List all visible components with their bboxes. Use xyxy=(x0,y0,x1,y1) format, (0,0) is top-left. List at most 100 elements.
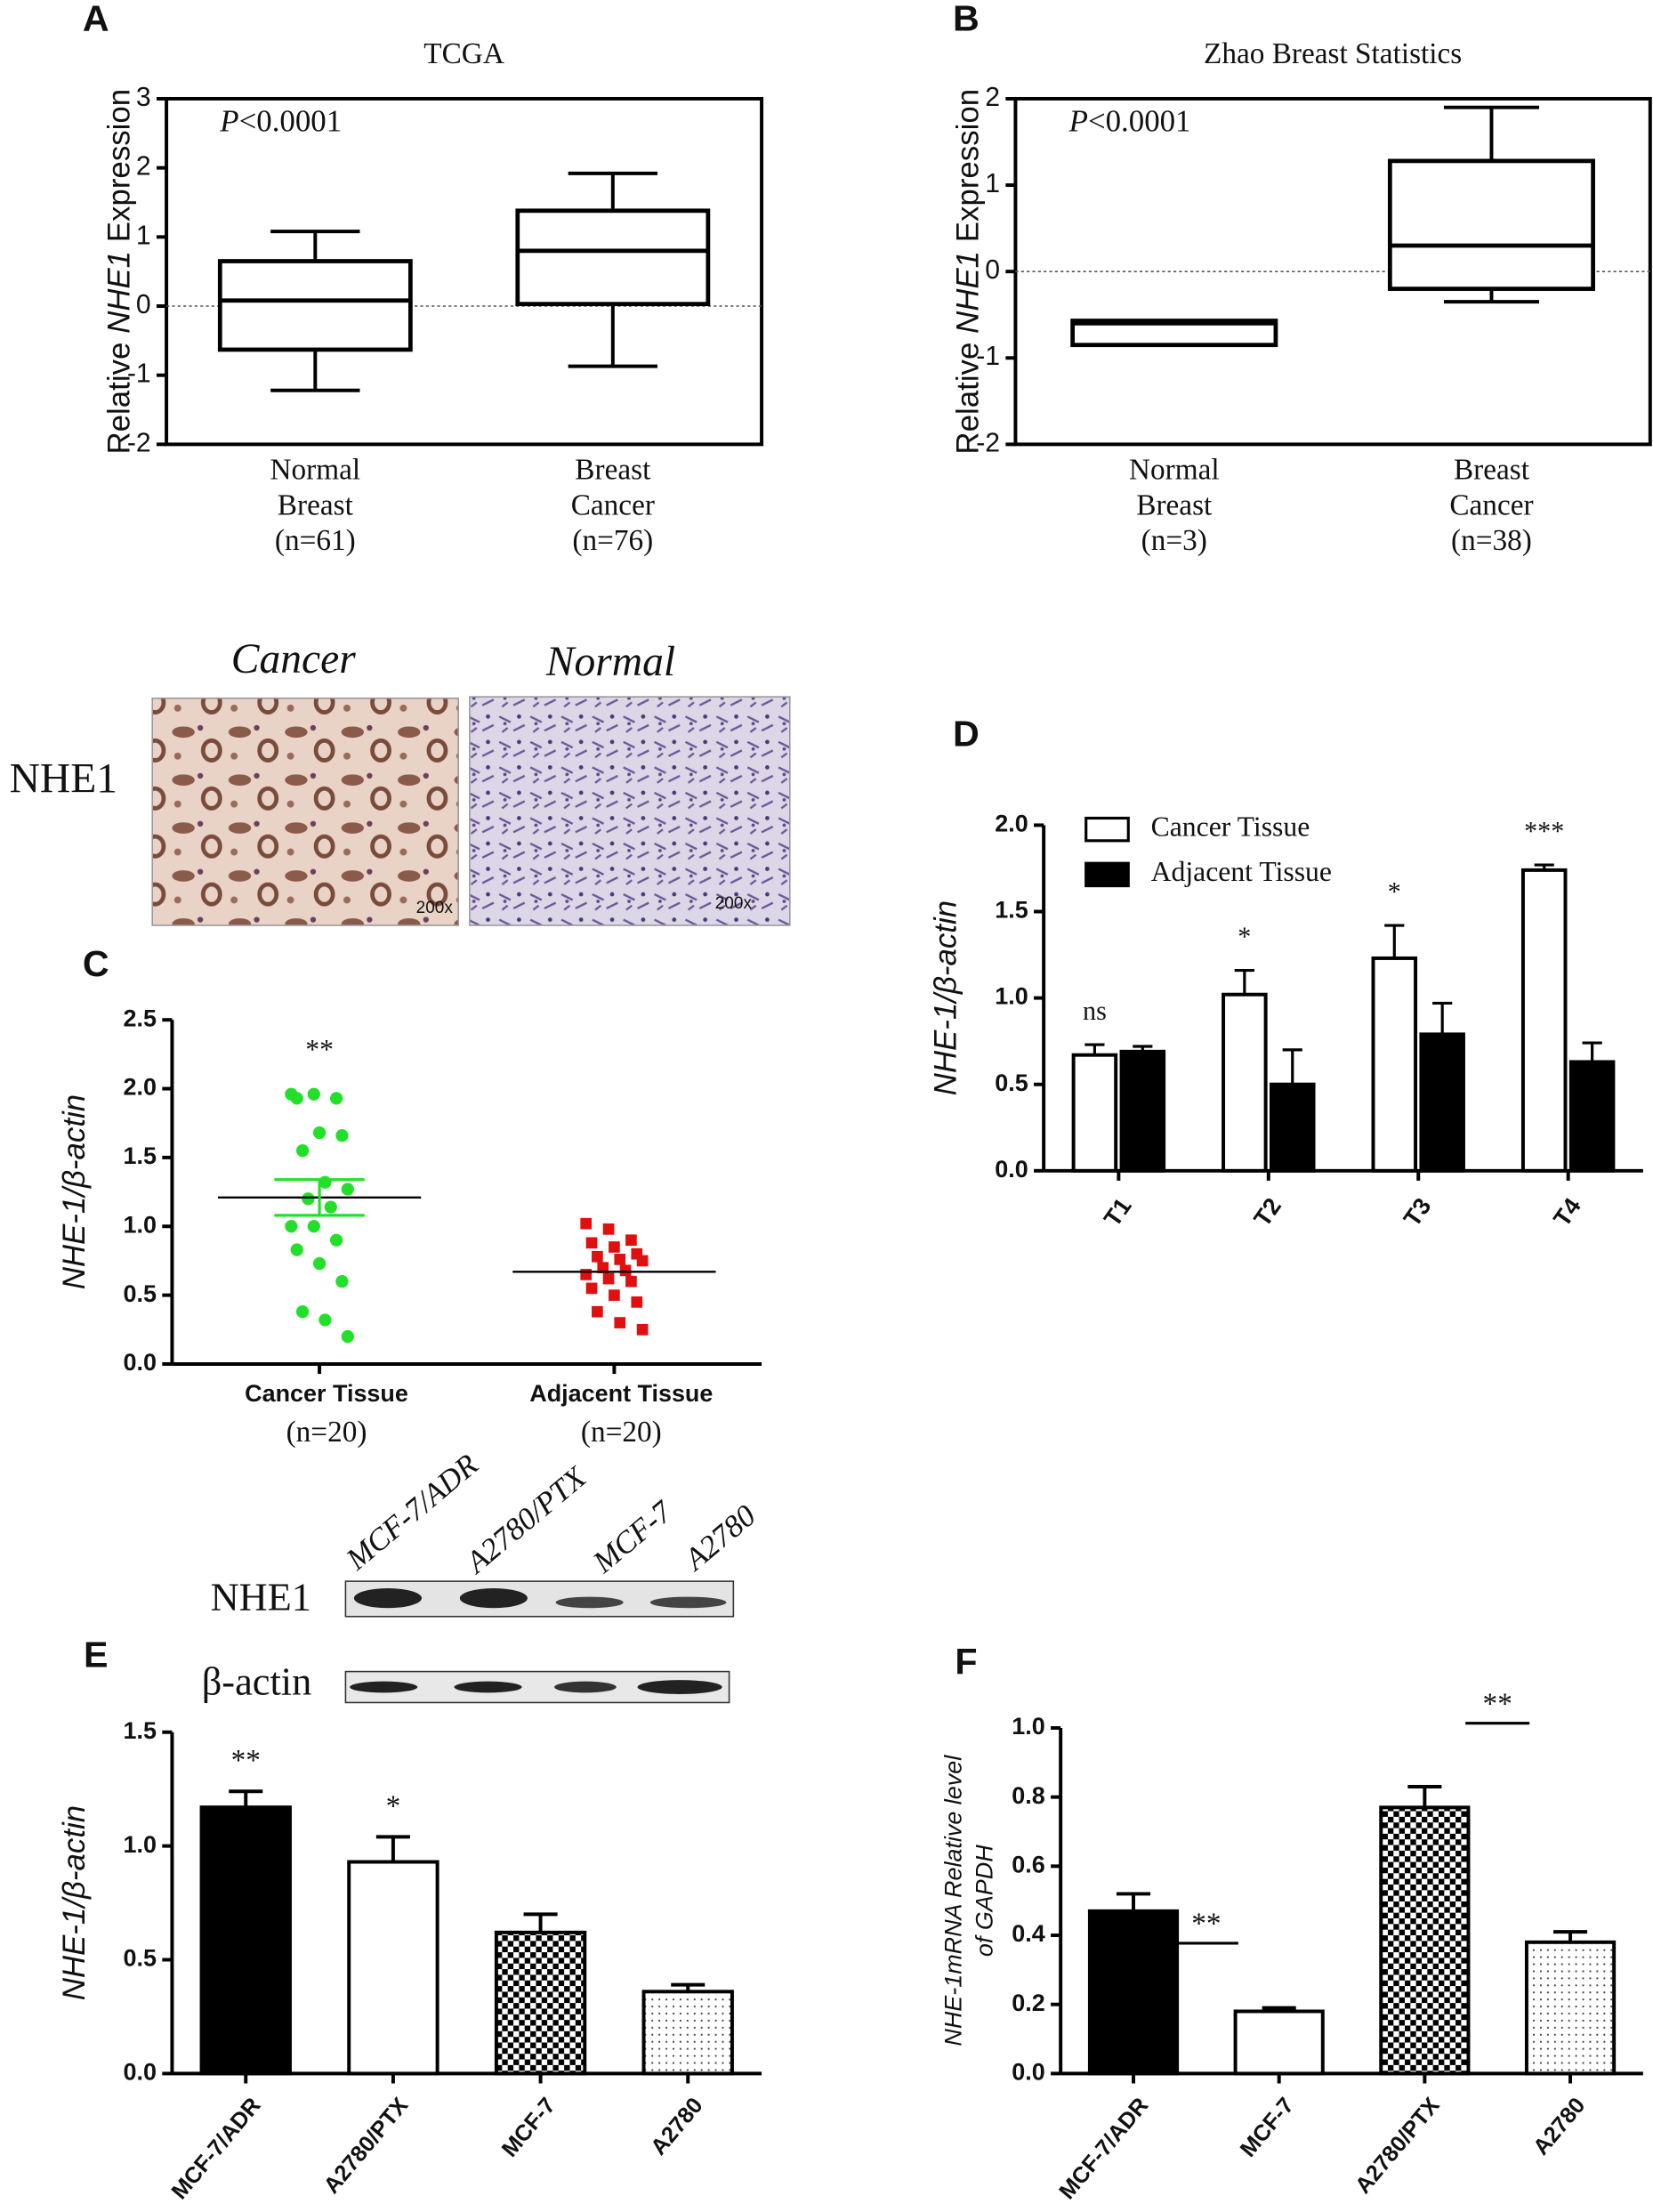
y-tick-label: 1.0 xyxy=(124,1831,157,1858)
significance: ** xyxy=(305,1034,334,1065)
n-label: (n=20) xyxy=(286,1416,367,1449)
y-axis-label-part: NHE1 xyxy=(951,251,986,334)
x-tick-label: A2780/PTX xyxy=(1351,2093,1445,2198)
box xyxy=(515,208,711,307)
bar xyxy=(1419,1032,1465,1173)
ihc-image xyxy=(469,696,791,926)
bar xyxy=(199,1805,292,2076)
point xyxy=(592,1305,603,1318)
x-tick-label: MCF-7/ADR xyxy=(167,2093,266,2204)
annotation-part: <0.0001 xyxy=(239,104,343,139)
x-tick-label: Cancer Tissue xyxy=(245,1380,408,1407)
legend-label: Cancer Tissue xyxy=(1151,811,1310,842)
panel-label: F xyxy=(955,1642,977,1683)
y-tick-label: 1 xyxy=(136,221,151,250)
western-blot: MCF-7/ADR A2780/PTX MCF-7 A2780 NHE1 β-a… xyxy=(202,1447,762,1703)
point xyxy=(312,1126,327,1140)
y-axis-label-part: Relative xyxy=(102,334,137,455)
annotation-part: P xyxy=(1068,104,1088,139)
point xyxy=(290,1243,303,1256)
bar xyxy=(1568,1060,1616,1173)
bar xyxy=(1269,1082,1316,1173)
y-axis-label: NHE-1/β-actin xyxy=(929,900,964,1095)
y-axis-label: NHE-1mRNA Relative level xyxy=(939,1755,966,2047)
x-tick-label: T2 xyxy=(1248,1193,1286,1231)
point xyxy=(614,1254,626,1265)
y-tick-label: -2 xyxy=(976,428,1000,457)
y-tick-label: 0.8 xyxy=(1012,1782,1044,1809)
y-axis-label: Relative NHE1 Expression xyxy=(102,89,137,455)
x-tick-label: MCF-7/ADR xyxy=(1054,2093,1153,2204)
x-tick-label: Cancer xyxy=(571,488,655,521)
point xyxy=(602,1223,615,1235)
point xyxy=(329,1092,343,1105)
x-tick-label: MCF-7 xyxy=(1236,2093,1299,2161)
y-tick-label: 0.6 xyxy=(1012,1851,1044,1877)
x-tick-label: Breast xyxy=(278,488,354,521)
panel-label: D xyxy=(953,713,980,754)
significance: *** xyxy=(1524,816,1564,846)
blot-band xyxy=(637,1680,722,1694)
y-axis-label-part: Relative xyxy=(951,334,986,455)
legend-swatch xyxy=(1085,861,1130,888)
y-tick-label: -1 xyxy=(976,342,1000,371)
bar xyxy=(641,1990,734,2076)
n-label: (n=20) xyxy=(581,1416,662,1449)
point xyxy=(319,1313,332,1327)
x-tick-label: (n=61) xyxy=(275,524,356,557)
blot-band xyxy=(350,1681,418,1693)
y-tick-label: 1.0 xyxy=(1012,1713,1044,1740)
bar xyxy=(1520,868,1568,1173)
bar xyxy=(1379,1805,1471,2076)
y-tick-label: 2.5 xyxy=(124,1005,157,1031)
point xyxy=(592,1250,603,1263)
x-tick-label: T1 xyxy=(1099,1193,1137,1231)
y-tick-label: 2.0 xyxy=(124,1074,157,1101)
point xyxy=(335,1275,349,1288)
point xyxy=(631,1296,643,1308)
y-tick-label: 0.0 xyxy=(124,2059,157,2086)
y-tick-label: 0.2 xyxy=(1012,1990,1044,2016)
point xyxy=(312,1256,327,1271)
point xyxy=(302,1192,315,1206)
magnification: 200x xyxy=(416,899,454,917)
annotation-part: P xyxy=(219,104,238,139)
significance: ns xyxy=(1083,996,1107,1026)
panel-label: E xyxy=(84,1635,108,1675)
point xyxy=(614,1317,626,1328)
x-tick-label: (n=38) xyxy=(1451,524,1532,557)
y-tick-label: 2 xyxy=(985,83,1000,112)
y-tick-label: 0.5 xyxy=(124,1280,157,1307)
blot-band xyxy=(554,1681,617,1693)
chart-title: TCGA xyxy=(423,37,504,70)
x-tick-label: Cancer xyxy=(1449,488,1533,521)
point xyxy=(295,1305,310,1319)
bar xyxy=(1071,1053,1118,1173)
ihc-row-label: NHE1 xyxy=(10,756,118,803)
point xyxy=(329,1233,343,1247)
box xyxy=(1387,158,1595,291)
panel-label: C xyxy=(83,943,109,984)
blot-band xyxy=(555,1596,624,1609)
ihc-image xyxy=(151,697,460,926)
y-axis-label: NHE-1/β-actin xyxy=(57,1805,92,2000)
plot-frame xyxy=(165,96,764,447)
x-tick-label: A2780/PTX xyxy=(319,2093,414,2198)
significance: ** xyxy=(1483,1687,1512,1720)
x-tick-label: T3 xyxy=(1399,1193,1437,1231)
blot-band xyxy=(459,1588,528,1609)
bar xyxy=(494,1930,587,2076)
y-tick-label: 1.0 xyxy=(124,1211,157,1238)
point xyxy=(324,1200,337,1214)
x-tick-label: A2780 xyxy=(1528,2093,1590,2160)
point xyxy=(597,1262,609,1274)
point xyxy=(619,1264,632,1277)
x-tick-label: Normal xyxy=(1129,454,1220,487)
y-tick-label: 0 xyxy=(136,290,151,319)
point xyxy=(341,1183,354,1196)
panel-label: B xyxy=(953,0,980,39)
x-tick-label: Breast xyxy=(1136,488,1213,521)
x-tick-label: Breast xyxy=(575,454,651,487)
